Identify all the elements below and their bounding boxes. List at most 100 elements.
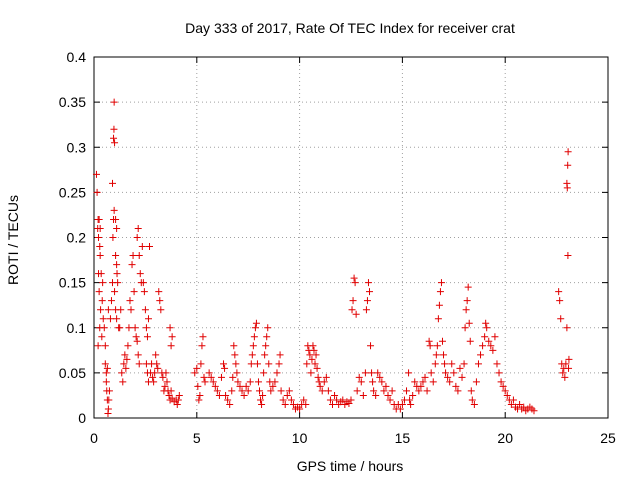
- y-tick-label: 0.15: [59, 275, 86, 291]
- data-point: [364, 279, 372, 287]
- x-tick-label: 25: [600, 430, 616, 446]
- data-point: [168, 394, 176, 402]
- data-point: [100, 324, 108, 332]
- data-point: [103, 364, 111, 372]
- data-point: [380, 387, 388, 395]
- data-point: [256, 387, 264, 395]
- data-point: [477, 351, 485, 359]
- data-point: [96, 252, 104, 260]
- data-point: [233, 369, 241, 377]
- data-point: [384, 391, 392, 399]
- data-point: [201, 378, 209, 386]
- data-point: [154, 364, 162, 372]
- data-point: [105, 396, 113, 404]
- y-tick-label: 0: [78, 410, 86, 426]
- data-point: [467, 387, 475, 395]
- data-point: [353, 387, 361, 395]
- data-point: [251, 324, 259, 332]
- data-point: [427, 369, 435, 377]
- data-point: [481, 333, 489, 341]
- data-point: [99, 315, 107, 323]
- data-point: [362, 306, 370, 314]
- data-point: [254, 378, 262, 386]
- data-point: [129, 252, 137, 260]
- data-point: [277, 387, 285, 395]
- data-point: [123, 355, 131, 363]
- data-point: [350, 274, 358, 282]
- y-tick-label: 0.05: [59, 365, 86, 381]
- data-point: [396, 405, 404, 413]
- data-point: [109, 179, 117, 187]
- data-point: [436, 288, 444, 296]
- data-point: [125, 324, 133, 332]
- data-point: [316, 382, 324, 390]
- data-point: [211, 382, 219, 390]
- data-point: [388, 387, 396, 395]
- data-point: [562, 360, 570, 368]
- data-point: [153, 360, 161, 368]
- data-point: [136, 270, 144, 278]
- data-point: [249, 342, 257, 350]
- data-point: [162, 369, 170, 377]
- data-point: [236, 382, 244, 390]
- data-point: [300, 396, 308, 404]
- data-point: [139, 279, 147, 287]
- data-point: [425, 337, 433, 345]
- data-point: [372, 391, 380, 399]
- data-point: [119, 378, 127, 386]
- data-point: [328, 400, 336, 408]
- data-point: [112, 252, 120, 260]
- x-tick-label: 15: [395, 430, 411, 446]
- data-point: [207, 373, 215, 381]
- data-point: [423, 387, 431, 395]
- data-point: [347, 396, 355, 404]
- grid: [94, 57, 608, 418]
- y-tick-label: 0.4: [67, 49, 87, 65]
- data-point: [429, 378, 437, 386]
- data-point: [156, 297, 164, 305]
- data-point: [464, 283, 472, 291]
- data-point: [228, 387, 236, 395]
- data-point: [503, 391, 511, 399]
- data-point: [415, 387, 423, 395]
- data-point: [276, 351, 284, 359]
- data-point: [433, 342, 441, 350]
- data-point: [435, 301, 443, 309]
- data-point: [355, 373, 363, 381]
- data-point: [222, 391, 230, 399]
- data-point: [561, 373, 569, 381]
- y-tick-label: 0.25: [59, 184, 86, 200]
- data-point: [98, 333, 106, 341]
- data-point: [368, 369, 376, 377]
- data-point: [133, 234, 141, 241]
- data-point: [113, 261, 121, 269]
- data-point: [565, 355, 573, 363]
- data-point: [563, 324, 571, 332]
- data-point: [128, 261, 136, 269]
- y-tick-label: 0.35: [59, 94, 86, 110]
- data-point: [198, 342, 206, 350]
- data-point: [331, 391, 339, 399]
- chart-title: Day 333 of 2017, Rate Of TEC Index for r…: [185, 20, 515, 36]
- data-point: [113, 270, 121, 278]
- data-point: [111, 139, 119, 147]
- data-point: [150, 378, 158, 386]
- data-point: [126, 297, 134, 305]
- data-point: [302, 400, 310, 408]
- data-point: [95, 215, 103, 223]
- data-point: [131, 324, 139, 332]
- data-point: [308, 355, 316, 363]
- data-point: [134, 224, 142, 232]
- data-point: [417, 382, 425, 390]
- data-point: [497, 378, 505, 386]
- data-point: [351, 279, 359, 287]
- y-tick-label: 0.2: [67, 230, 87, 246]
- data-point: [260, 369, 268, 377]
- data-point: [438, 337, 446, 345]
- data-point: [378, 378, 386, 386]
- data-point: [130, 288, 138, 296]
- data-point: [452, 382, 460, 390]
- data-point: [348, 306, 356, 314]
- data-point: [229, 373, 237, 381]
- data-point: [127, 306, 135, 314]
